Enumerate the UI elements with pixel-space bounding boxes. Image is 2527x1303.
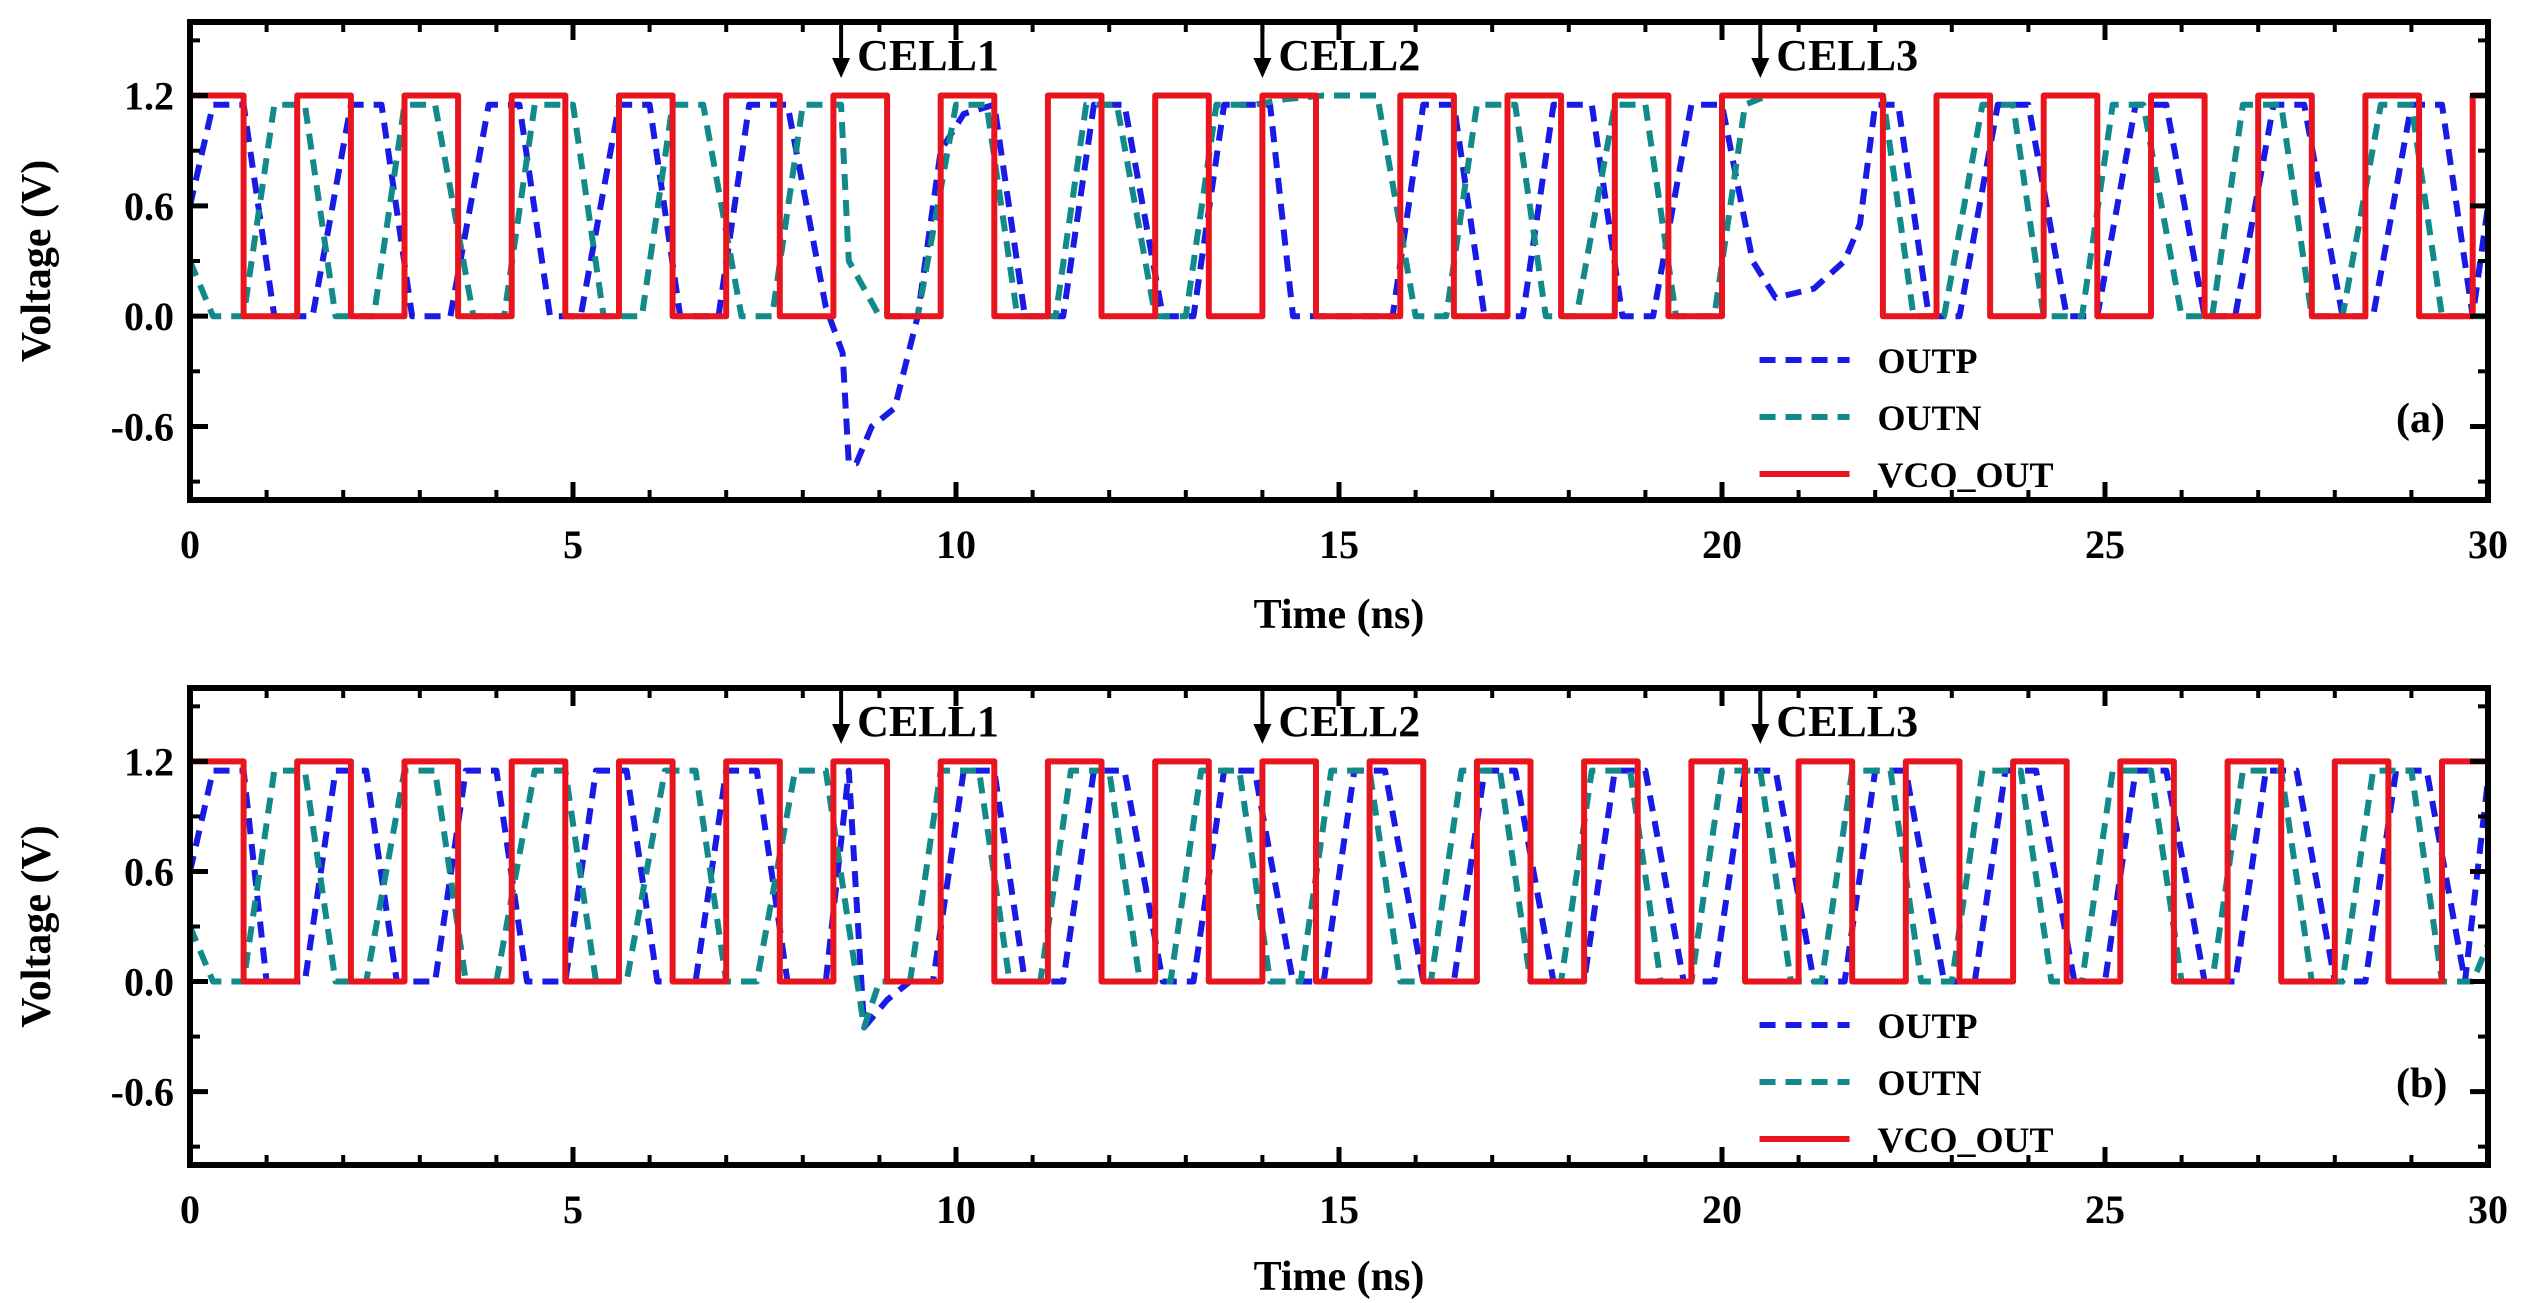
x-tick-label: 5 xyxy=(563,522,583,567)
x-tick-label: 10 xyxy=(936,522,976,567)
annotation-arrow-head xyxy=(832,58,851,78)
legend-label-outn: OUTN xyxy=(1878,1063,1982,1103)
y-tick-label: -0.6 xyxy=(111,1070,174,1115)
y-tick-label: 0.0 xyxy=(124,960,174,1005)
x-axis-title: Time (ns) xyxy=(1254,1254,1425,1300)
series-outn xyxy=(190,767,2488,1031)
plot-area xyxy=(190,758,2488,1031)
annotation-cell3: CELL3 xyxy=(1751,22,1918,80)
x-tick-label: 0 xyxy=(180,522,200,567)
chart-panel-a: 0 5 10 15 20 25 30 -0.6 0.0 0.6 1.2 Time (ns) Voltag… xyxy=(14,19,2508,638)
annotation-arrow-head xyxy=(832,724,851,744)
series-outp xyxy=(190,101,2488,467)
annotation-cell2: CELL2 xyxy=(1253,22,1420,80)
annotation-arrow-head xyxy=(1751,58,1770,78)
annotation-label: CELL2 xyxy=(1278,697,1420,746)
annotation-label: CELL1 xyxy=(857,31,999,80)
x-tick-label: 20 xyxy=(1702,1187,1742,1232)
x-tick-label: 25 xyxy=(2085,1187,2125,1232)
annotation-cell3: CELL3 xyxy=(1751,688,1918,746)
legend: OUTP OUTN VCO_OUT xyxy=(1759,1006,2054,1160)
x-tick-label: 15 xyxy=(1319,1187,1359,1232)
legend-label-vco-out: VCO_OUT xyxy=(1878,455,2054,495)
annotation-cell1: CELL1 xyxy=(832,22,999,80)
series-outp xyxy=(190,767,2488,1031)
annotation-arrow-head xyxy=(1253,58,1272,78)
legend-label-outn: OUTN xyxy=(1878,398,1982,438)
y-axis-title: Voltage (V) xyxy=(14,160,60,363)
x-tick-label: 15 xyxy=(1319,522,1359,567)
annotation-arrow-head xyxy=(1253,724,1272,744)
x-tick-label: 30 xyxy=(2468,522,2508,567)
y-axis-title: Voltage (V) xyxy=(14,825,60,1028)
y-tick-label: 0.6 xyxy=(124,184,174,229)
series-vco-out xyxy=(190,92,2488,320)
x-tick-label: 5 xyxy=(563,1187,583,1232)
x-tick-label: 10 xyxy=(936,1187,976,1232)
x-tick-label: 25 xyxy=(2085,522,2125,567)
annotation-cell1: CELL1 xyxy=(832,688,999,746)
series-vco-out xyxy=(190,758,2488,985)
plot-area xyxy=(190,92,2488,467)
annotation-label: CELL3 xyxy=(1776,31,1918,80)
legend-label-outp: OUTP xyxy=(1878,1006,1978,1046)
panel-label: (b) xyxy=(2396,1061,2447,1107)
annotation-label: CELL2 xyxy=(1278,31,1420,80)
legend-label-outp: OUTP xyxy=(1878,341,1978,381)
annotation-arrow-head xyxy=(1751,724,1770,744)
y-tick-label: 1.2 xyxy=(124,739,174,784)
annotation-cell2: CELL2 xyxy=(1253,688,1420,746)
x-tick-label: 30 xyxy=(2468,1187,2508,1232)
panel-label: (a) xyxy=(2396,396,2445,442)
chart-panel-b: 0 5 10 15 20 25 30 -0.6 0.0 0.6 1.2 Time (ns) Voltag… xyxy=(14,685,2508,1300)
y-tick-label: 0.0 xyxy=(124,294,174,339)
annotation-label: CELL1 xyxy=(857,697,999,746)
y-tick-label: 1.2 xyxy=(124,74,174,119)
legend-label-vco-out: VCO_OUT xyxy=(1878,1120,2054,1160)
x-axis-title: Time (ns) xyxy=(1254,592,1425,638)
x-tick-label: 0 xyxy=(180,1187,200,1232)
series-outn xyxy=(190,92,2488,320)
legend: OUTP OUTN VCO_OUT xyxy=(1759,341,2054,495)
annotation-label: CELL3 xyxy=(1776,697,1918,746)
y-tick-label: 0.6 xyxy=(124,849,174,894)
x-tick-label: 20 xyxy=(1702,522,1742,567)
y-tick-label: -0.6 xyxy=(111,404,174,449)
